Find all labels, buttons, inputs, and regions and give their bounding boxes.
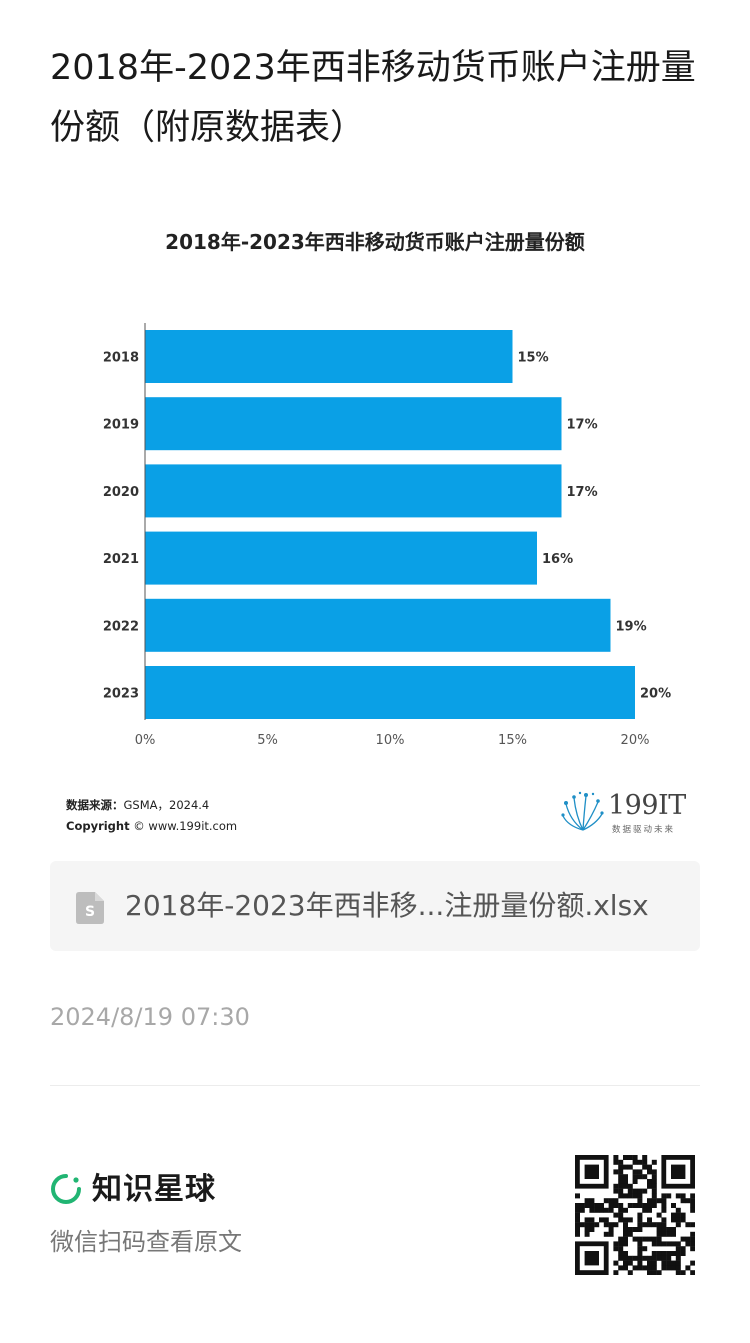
bar-2023 [145, 666, 635, 719]
source-info: 数据来源：GSMA，2024.4 Copyright © www.199it.c… [66, 795, 237, 837]
dandelion-logo-icon [561, 791, 604, 831]
category-label: 2019 [103, 418, 139, 433]
page-title: 2018年-2023年西非移动货币账户注册量份额（附原数据表） [50, 48, 696, 148]
bar-2018 [145, 330, 513, 383]
x-tick-label: 0% [135, 733, 156, 748]
bar-2020 [145, 464, 562, 518]
attachment-card[interactable]: S 2018年-2023年西非移...注册量份额.xlsx [50, 861, 700, 951]
copyright-text: © www.199it.com [133, 819, 238, 833]
divider [50, 1085, 700, 1086]
bar-chart: 2018年-2023年西非移动货币账户注册量份额 2018 15% 2019 17% 2… [50, 210, 700, 850]
category-label: 2020 [103, 485, 139, 500]
data-label: 17% [567, 485, 598, 500]
x-tick-label: 15% [498, 733, 527, 748]
scan-hint: 微信扫码查看原文 [50, 1228, 242, 1256]
data-label: 19% [616, 619, 647, 634]
category-label: 2023 [103, 687, 139, 702]
category-label: 2018 [103, 351, 139, 366]
bar-chart-svg: 2018年-2023年西非移动货币账户注册量份额 2018 15% 2019 17% 2… [103, 230, 671, 748]
chart-title: 2018年-2023年西非移动货币账户注册量份额 [165, 230, 585, 254]
data-label: 15% [518, 351, 549, 366]
qr-code-icon[interactable] [575, 1155, 695, 1275]
x-tick-label: 20% [621, 733, 650, 748]
logo-text: 199IT [608, 790, 686, 821]
data-label: 16% [542, 552, 573, 567]
x-tick-label: 10% [376, 733, 405, 748]
copyright-label: Copyright [66, 819, 130, 833]
category-label: 2021 [103, 552, 139, 567]
bar-2019 [145, 397, 562, 451]
zsxq-logo-icon [51, 1174, 81, 1204]
brand-name: 知识星球 [92, 1172, 216, 1207]
data-label: 17% [567, 418, 598, 433]
attachment-file-name[interactable]: 2018年-2023年西非移...注册量份额.xlsx [125, 889, 649, 922]
x-tick-label: 5% [257, 733, 278, 748]
logo-slogan: 数据驱动未来 [612, 825, 676, 835]
logo-199it: 199IT 数据驱动未来 [560, 790, 700, 836]
bar-2021 [145, 531, 537, 585]
data-label: 20% [640, 687, 671, 702]
source-label: 数据来源： [66, 798, 124, 812]
bar-2022 [145, 598, 611, 652]
post-timestamp: 2024/8/19 07:30 [50, 1003, 250, 1031]
svg-text:S: S [85, 904, 95, 920]
source-text: GSMA，2024.4 [123, 798, 210, 812]
spreadsheet-file-icon: S [76, 892, 104, 924]
category-label: 2022 [103, 619, 139, 634]
